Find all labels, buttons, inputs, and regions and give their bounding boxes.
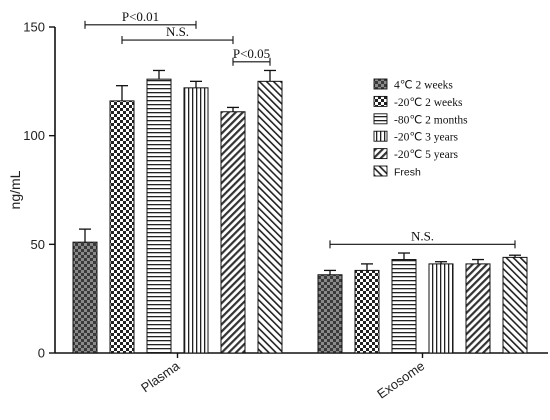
significance-label: P<0.05 bbox=[233, 46, 270, 61]
legend-label: 4℃ 2 weeks bbox=[394, 80, 453, 92]
bar bbox=[317, 274, 343, 354]
legend-swatch bbox=[373, 165, 388, 177]
bar bbox=[257, 80, 283, 354]
group-labels: Plasma Exosome bbox=[138, 353, 427, 402]
significance-label: N.S. bbox=[411, 228, 434, 243]
y-ticks: 0 50 100 150 bbox=[23, 20, 55, 361]
bar bbox=[220, 111, 246, 354]
bar bbox=[109, 100, 135, 354]
legend-swatch bbox=[373, 113, 388, 125]
legend-swatch bbox=[373, 95, 388, 107]
bar bbox=[465, 263, 491, 354]
legend: 4℃ 2 weeks -20℃ 2 weeks -80℃ 2 months -20℃ … bbox=[373, 78, 468, 179]
bar bbox=[72, 241, 98, 354]
group-label: Exosome bbox=[374, 358, 427, 401]
y-tick-label: 100 bbox=[23, 128, 45, 143]
legend-swatch bbox=[373, 78, 388, 90]
legend-label: Fresh bbox=[394, 167, 421, 179]
bar bbox=[354, 269, 380, 354]
legend-label: -20℃ 2 weeks bbox=[394, 97, 463, 109]
group-label: Plasma bbox=[138, 358, 183, 396]
legend-label: -20℃ 3 years bbox=[394, 132, 459, 144]
y-tick-label: 50 bbox=[31, 237, 45, 252]
y-axis-title: ng/mL bbox=[7, 170, 23, 209]
error-bars bbox=[79, 69, 521, 275]
bar bbox=[183, 87, 209, 354]
significance-label: P<0.01 bbox=[122, 9, 159, 24]
bars bbox=[72, 78, 528, 354]
significance-annotations: P<0.01 N.S. P<0.05 N.S. bbox=[84, 9, 516, 249]
bar bbox=[502, 256, 528, 354]
significance-label: N.S. bbox=[166, 24, 189, 39]
legend-label: -20℃ 5 years bbox=[394, 149, 459, 161]
y-tick-label: 0 bbox=[38, 346, 45, 361]
legend-swatch bbox=[373, 130, 388, 142]
bar bbox=[146, 78, 172, 354]
y-tick-label: 150 bbox=[23, 20, 45, 35]
bar bbox=[391, 259, 417, 354]
legend-swatch bbox=[373, 148, 388, 160]
legend-label: -80℃ 2 months bbox=[394, 114, 468, 126]
bar bbox=[428, 263, 454, 354]
